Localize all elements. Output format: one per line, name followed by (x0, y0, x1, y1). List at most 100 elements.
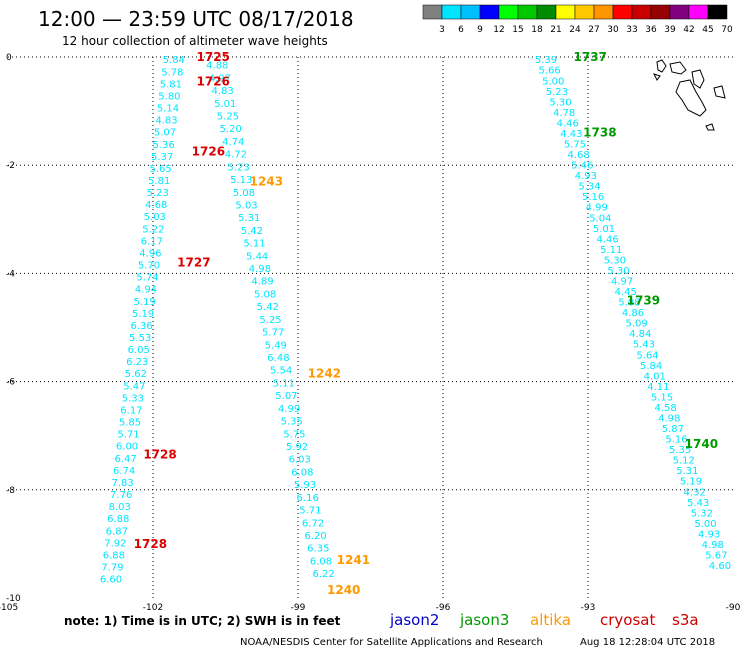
swh-value: 6.16 (297, 493, 319, 504)
colorbar-swatch (612, 4, 633, 20)
x-tick-label: -105 (0, 603, 18, 613)
timestamp-text: Aug 18 12:28:04 UTC 2018 (580, 637, 715, 648)
page-title: 12:00 — 23:59 UTC 08/17/2018 (38, 7, 354, 31)
swh-value: 5.23 (546, 87, 568, 98)
swh-value: 6.87 (106, 526, 128, 537)
swh-value: 6.74 (113, 466, 135, 477)
swh-value: 4.93 (575, 171, 597, 182)
swh-value: 5.01 (593, 224, 615, 235)
page-subtitle: 12 hour collection of altimeter wave hei… (62, 34, 328, 48)
pass-time-label: 1725 (197, 50, 230, 64)
swh-value: 4.97 (611, 277, 633, 288)
swh-value: 6.23 (126, 357, 148, 368)
pass-time-label: 1727 (177, 256, 210, 270)
colorbar-swatch (460, 4, 481, 20)
swh-value: 6.88 (107, 514, 129, 525)
swh-value: 5.00 (542, 76, 564, 87)
pass-time-label: 1240 (327, 583, 360, 597)
swh-value: 5.30 (604, 255, 626, 266)
colorbar-label: 3 (439, 25, 445, 35)
colorbar-swatch (536, 4, 557, 20)
x-tick-label: -93 (581, 603, 596, 613)
pass-time-label: 1737 (574, 50, 607, 64)
swh-value: 4.11 (647, 382, 669, 393)
swh-value: 4.74 (222, 137, 244, 148)
swh-value: 6.88 (103, 550, 125, 561)
swh-value: 4.60 (709, 561, 731, 572)
swh-value: 5.74 (136, 273, 158, 284)
colorbar-swatch (517, 4, 538, 20)
satellite-legend-jason2: jason2 (389, 611, 439, 629)
x-tick-label: -90 (726, 603, 740, 613)
swh-value: 5.00 (694, 519, 716, 530)
swh-value: 5.81 (148, 176, 170, 187)
swh-value: 5.19 (132, 309, 154, 320)
swh-value: 4.98 (702, 540, 724, 551)
colorbar-label: 30 (607, 25, 619, 35)
swh-value: 5.42 (241, 226, 263, 237)
colorbar-label: 9 (477, 25, 483, 35)
pass-time-label: 1726 (192, 145, 225, 159)
pass-time-label: 1728 (143, 448, 176, 462)
colorbar-label: 70 (721, 25, 733, 35)
swh-value: 5.16 (665, 435, 687, 446)
island-outline (653, 59, 726, 131)
swh-value: 5.03 (144, 212, 166, 223)
swh-value: 5.43 (633, 340, 655, 351)
swh-value: 5.25 (217, 111, 239, 122)
swh-value: 4.68 (145, 200, 167, 211)
swh-value: 6.00 (116, 442, 138, 453)
colorbar-swatch (555, 4, 576, 20)
swh-value: 4.45 (615, 287, 637, 298)
swh-value: 4.43 (560, 129, 582, 140)
swh-value: 6.72 (302, 518, 324, 529)
pass-time-label: 1739 (627, 293, 660, 307)
swh-value: 4.89 (251, 277, 273, 288)
pass-time-label: 1726 (197, 74, 230, 88)
swh-value: 5.46 (571, 161, 593, 172)
swh-value: 5.42 (257, 302, 279, 313)
swh-value: 5.34 (578, 182, 600, 193)
y-tick-label: -8 (6, 486, 15, 496)
x-tick-label: -102 (143, 603, 163, 613)
swh-value: 5.12 (673, 456, 695, 467)
colorbar-swatch (650, 4, 671, 20)
swh-value: 5.84 (163, 55, 185, 66)
swh-value: 4.98 (249, 264, 271, 275)
swh-value: 5.11 (273, 378, 295, 389)
swh-value: 5.23 (147, 188, 169, 199)
swh-value: 5.15 (651, 392, 673, 403)
swh-value: 5.19 (133, 297, 155, 308)
x-tick-label: -99 (291, 603, 306, 613)
swh-value: 5.07 (154, 128, 176, 139)
colorbar-label: 27 (588, 25, 599, 35)
swh-value: 5.85 (119, 418, 141, 429)
swh-value: 5.78 (161, 67, 183, 78)
pass-time-label: 1728 (134, 537, 167, 551)
swh-value: 5.36 (152, 140, 174, 151)
swh-value: 5.64 (636, 350, 658, 361)
swh-value: 6.48 (267, 353, 289, 364)
swh-values: 5.845.785.815.805.144.835.075.365.375.65… (100, 55, 731, 585)
swh-value: 5.35 (281, 417, 303, 428)
swh-value: 5.54 (270, 366, 292, 377)
swh-value: 4.99 (586, 203, 608, 214)
colorbar-label: 36 (645, 25, 657, 35)
swh-value: 5.81 (160, 79, 182, 90)
swh-value: 7.76 (110, 490, 132, 501)
swh-value: 5.23 (227, 162, 249, 173)
swh-value: 4.68 (567, 150, 589, 161)
swh-value: 4.32 (683, 487, 705, 498)
satellite-legend: jason2 jason3 altika cryosat s3a (389, 611, 699, 629)
pass-time-label: 1242 (308, 366, 341, 380)
colorbar-label: 33 (626, 25, 637, 35)
swh-value: 4.93 (698, 529, 720, 540)
credit-text: NOAA/NESDIS Center for Satellite Applica… (240, 637, 543, 648)
pass-time-labels: 1725 1726 1726 1727 1728 1728 1243 1242 1241 1240… (134, 50, 718, 597)
swh-value: 5.37 (151, 152, 173, 163)
swh-value: 8.03 (109, 502, 131, 513)
swh-value: 4.83 (155, 116, 177, 127)
units-note: note: 1) Time is in UTC; 2) SWH is in fe… (64, 614, 341, 628)
swh-value: 5.11 (243, 239, 265, 250)
